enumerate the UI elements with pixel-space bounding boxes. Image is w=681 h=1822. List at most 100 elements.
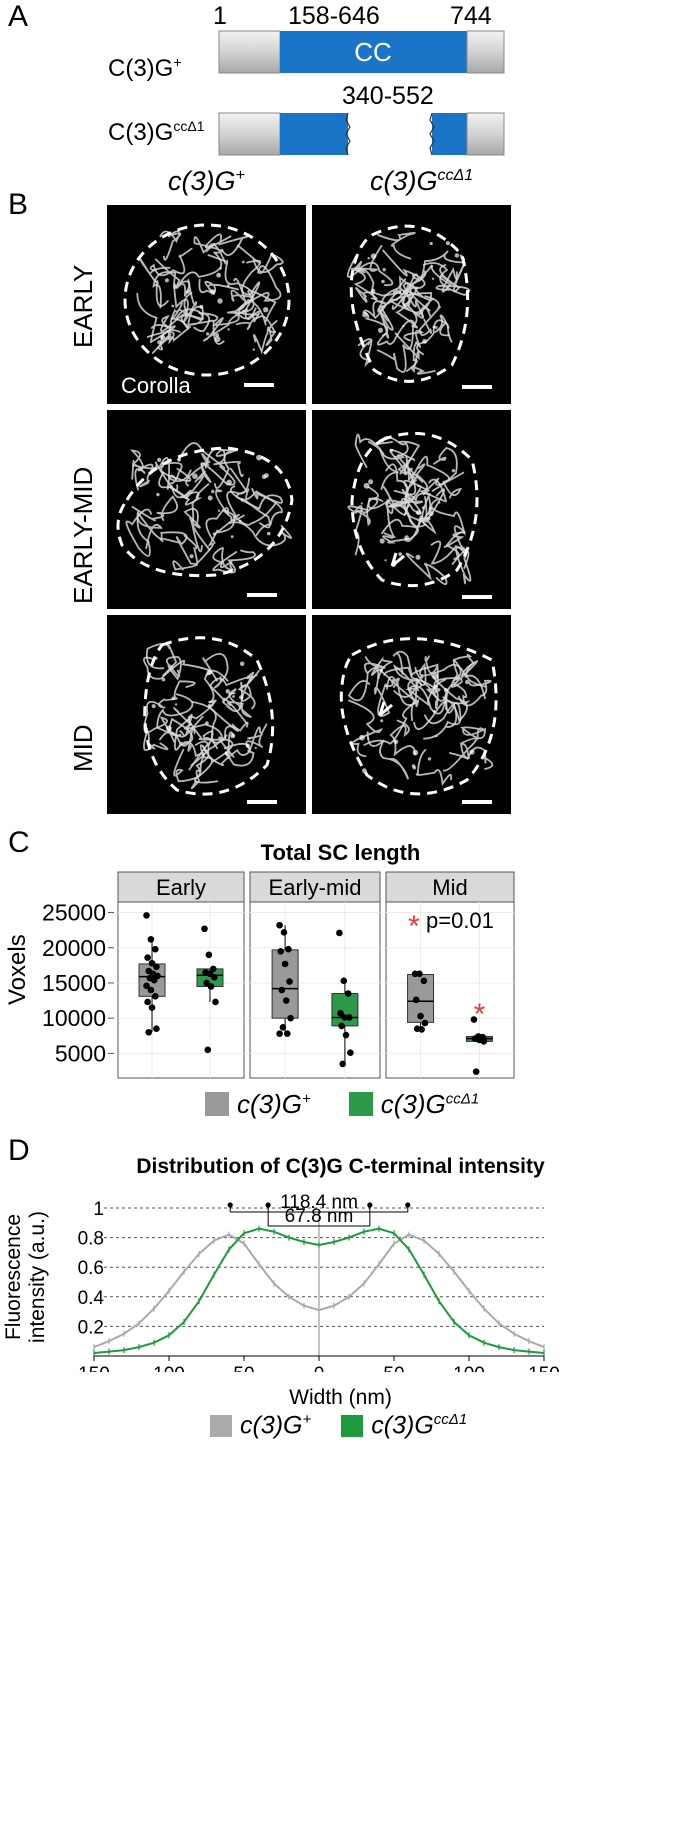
deletion-cterm-block [466, 112, 505, 156]
data-point [285, 945, 292, 953]
data-point [209, 965, 217, 973]
data-point [204, 1046, 212, 1054]
data-point [152, 993, 159, 1000]
chart-c-ylabel: Voxels [4, 934, 31, 1005]
facet-strip [117, 871, 245, 903]
wildtype-cc-block [280, 31, 467, 73]
data-point [205, 951, 213, 959]
data-point [212, 998, 219, 1006]
line-plot-intensity-distribution: 0.2 0.4 0.6 0.8 1 150 100 50 0 50 100 150 118.4 nm67… [78, 1192, 560, 1372]
data-point [206, 970, 214, 978]
data-point [147, 986, 155, 994]
data-point [480, 1038, 488, 1045]
construct-diagram: CC [218, 30, 505, 156]
facet-strip [385, 871, 515, 903]
position-cc-label: 158-646 [288, 2, 380, 30]
peak-marker [405, 1202, 411, 1208]
data-point [276, 921, 283, 929]
data-point [280, 928, 288, 936]
y-tick-label: 5000 [55, 1040, 106, 1066]
data-point [276, 1030, 283, 1037]
data-point [420, 977, 428, 985]
x-tick-label: 100 [453, 1364, 485, 1372]
data-point [147, 936, 155, 943]
data-point [203, 979, 210, 987]
y-tick-label: 0.6 [78, 1258, 104, 1279]
x-tick-label: 50 [233, 1364, 254, 1372]
column-label-wildtype: c(3)G+ [168, 166, 245, 196]
chromosome-filaments [143, 643, 268, 790]
chromosome-filaments [346, 231, 471, 375]
data-point [279, 1024, 287, 1031]
data-point [145, 1028, 153, 1036]
panel-c-letter: C [8, 826, 30, 859]
peak-marker [265, 1202, 271, 1208]
x-tick-label: 0 [314, 1364, 325, 1372]
construct-wildtype-label: C(3)G+ [108, 54, 182, 82]
data-point [143, 912, 150, 919]
deletion-right-edge [429, 112, 435, 156]
data-point [201, 925, 208, 933]
chart-d-xlabel: Width (nm) [289, 1386, 392, 1409]
significance-asterisk: * [408, 910, 420, 943]
p-value-annotation: p=0.01 [426, 908, 494, 933]
scale-bar [247, 800, 277, 804]
data-point [336, 929, 343, 937]
legend-swatch-deletion [348, 1092, 373, 1116]
micrograph-deletion-early [312, 205, 511, 404]
facet-panel [117, 901, 245, 1079]
facet-label: Mid [432, 875, 467, 900]
chromosome-filaments [125, 442, 292, 574]
data-point [284, 1030, 291, 1037]
micrograph-wildtype-mid [107, 615, 306, 814]
y-tick-label: 10000 [42, 1005, 106, 1031]
panel-d-letter: D [8, 1134, 30, 1167]
chart-d-ylabel: Fluorescence intensity (a.u.) [2, 1211, 49, 1343]
data-point [337, 1009, 344, 1017]
distance-label: 67.8 nm [285, 1206, 354, 1227]
wildtype-cterm-block [466, 30, 505, 74]
box-plot-total-sc-length: 5000 10000 15000 20000 25000 Early Early-mid Mi… [42, 871, 515, 1079]
box [271, 949, 299, 1019]
construct-deletion-label: C(3)GccΔ1 [108, 118, 205, 146]
micrograph-deletion-early-mid [312, 410, 511, 609]
legend-swatch-deletion [341, 1415, 364, 1437]
data-point [340, 977, 348, 985]
panel-a-letter: A [8, 0, 29, 33]
chromosome-filaments [347, 433, 472, 586]
data-point [153, 963, 160, 971]
scale-bar [462, 385, 492, 389]
data-point [144, 954, 151, 961]
scale-bar [462, 595, 492, 599]
data-point [347, 1049, 354, 1056]
data-point [148, 1004, 156, 1011]
data-point [412, 996, 420, 1004]
x-tick-label: 50 [383, 1364, 404, 1372]
data-point [344, 990, 352, 997]
data-point [421, 1019, 429, 1027]
chart-c-title: Total SC length [260, 840, 421, 865]
chromosome-filaments [347, 650, 494, 787]
facet-label: Early-mid [269, 875, 362, 900]
corolla-label: Corolla [121, 373, 191, 398]
data-point [207, 983, 215, 990]
deletion-nterm-block [218, 112, 281, 156]
deletion-left-edge [345, 112, 351, 156]
y-tick-label: 25000 [42, 900, 106, 926]
scale-bar [244, 383, 274, 387]
data-point [281, 960, 289, 968]
legend-swatch-wildtype [210, 1415, 232, 1437]
y-tick-label: 0.8 [78, 1229, 104, 1250]
position-end-label: 744 [450, 2, 492, 30]
scale-bar [247, 593, 277, 597]
deletion-cc-left-block [280, 113, 348, 155]
data-point [472, 1068, 480, 1075]
data-point [153, 1025, 160, 1033]
data-point [346, 1014, 353, 1021]
x-tick-label: 150 [78, 1364, 110, 1372]
data-point [342, 1031, 350, 1039]
micrograph-wildtype-early-mid [107, 410, 306, 609]
data-point [417, 1012, 424, 1020]
legend-swatch-wildtype [205, 1092, 229, 1116]
data-point [416, 970, 423, 978]
